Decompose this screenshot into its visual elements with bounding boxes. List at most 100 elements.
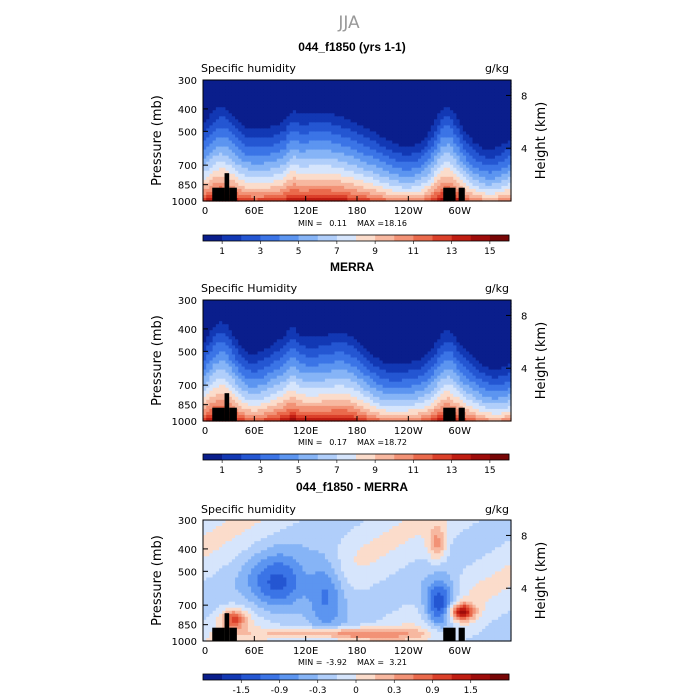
contour-cell bbox=[286, 152, 291, 157]
contour-cell bbox=[475, 146, 480, 151]
contour-cell bbox=[501, 173, 506, 178]
contour-cell bbox=[373, 179, 377, 184]
contour-cell bbox=[267, 411, 271, 416]
contour-cell bbox=[267, 86, 271, 90]
contour-cell bbox=[267, 170, 271, 175]
contour-cell bbox=[328, 197, 332, 202]
contour-cell bbox=[308, 92, 313, 96]
contour-cell bbox=[280, 342, 284, 346]
contour-cell bbox=[350, 92, 355, 96]
contour-cell bbox=[286, 369, 291, 374]
contour-cell bbox=[273, 86, 278, 90]
contour-cell bbox=[440, 137, 445, 142]
contour-cell bbox=[376, 119, 381, 123]
contour-cell bbox=[357, 113, 361, 117]
contour-cell bbox=[251, 194, 255, 199]
contour-cell bbox=[421, 116, 425, 120]
contour-cell bbox=[379, 92, 384, 96]
contour-cell bbox=[453, 137, 458, 142]
contour-cell bbox=[276, 354, 281, 359]
contour-cell bbox=[286, 375, 291, 380]
contour-cell bbox=[203, 312, 207, 316]
contour-cell bbox=[203, 149, 207, 154]
contour-cell bbox=[456, 134, 461, 139]
contour-cell bbox=[280, 92, 284, 96]
contour-cell bbox=[440, 122, 445, 126]
contour-cell bbox=[392, 188, 397, 193]
contour-cell bbox=[305, 83, 310, 87]
contour-cell bbox=[494, 140, 499, 145]
contour-cell bbox=[353, 152, 358, 157]
contour-cell bbox=[247, 399, 252, 404]
contour-cell bbox=[235, 360, 239, 365]
contour-cell bbox=[219, 369, 223, 374]
contour-cell bbox=[472, 89, 477, 93]
contour-cell bbox=[228, 312, 233, 316]
contour-cell bbox=[283, 197, 288, 202]
contour-cell bbox=[305, 161, 310, 166]
contour-cell bbox=[340, 83, 345, 87]
contour-cell bbox=[446, 146, 451, 151]
contour-cell bbox=[238, 98, 243, 102]
contour-cell bbox=[222, 89, 227, 93]
contour-cell bbox=[235, 104, 239, 108]
contour-cell bbox=[238, 158, 243, 163]
contour-cell bbox=[312, 176, 316, 181]
contour-cell bbox=[235, 95, 239, 99]
contour-cell bbox=[334, 167, 339, 172]
contour-cell bbox=[494, 83, 499, 87]
contour-cell bbox=[340, 101, 345, 105]
contour-cell bbox=[469, 137, 474, 142]
contour-cell bbox=[276, 375, 281, 380]
contour-cell bbox=[235, 176, 239, 181]
contour-cell bbox=[276, 300, 281, 304]
contour-cell bbox=[401, 170, 406, 175]
contour-cell bbox=[405, 158, 409, 163]
contour-cell bbox=[254, 164, 259, 169]
contour-cell bbox=[203, 330, 207, 334]
contour-cell bbox=[273, 194, 278, 199]
contour-cell bbox=[369, 89, 374, 93]
contour-cell bbox=[379, 173, 384, 178]
contour-cell bbox=[424, 131, 429, 136]
contour-cell bbox=[414, 179, 419, 184]
contour-cell bbox=[267, 351, 271, 356]
contour-cell bbox=[276, 167, 281, 172]
contour-cell bbox=[225, 312, 230, 316]
contour-cell bbox=[424, 149, 429, 154]
contour-cell bbox=[283, 351, 288, 356]
contour-cell bbox=[203, 411, 207, 416]
contour-cell bbox=[491, 89, 496, 93]
contour-cell bbox=[443, 116, 448, 120]
contour-cell bbox=[296, 110, 300, 114]
contour-cell bbox=[263, 116, 268, 120]
contour-cell bbox=[296, 80, 300, 84]
contour-cell bbox=[228, 324, 233, 328]
contour-cell bbox=[405, 167, 409, 172]
contour-cell bbox=[254, 369, 259, 374]
contour-cell bbox=[225, 119, 230, 123]
contour-cell bbox=[340, 170, 345, 175]
contour-cell bbox=[305, 173, 310, 178]
contour-cell bbox=[421, 107, 425, 111]
contour-cell bbox=[469, 176, 474, 181]
contour-cell bbox=[424, 92, 429, 96]
contour-cell bbox=[373, 173, 377, 178]
contour-cell bbox=[376, 101, 381, 105]
contour-cell bbox=[206, 164, 211, 169]
contour-cell bbox=[273, 369, 278, 374]
contour-cell bbox=[398, 101, 403, 105]
contour-cell bbox=[273, 137, 278, 142]
contour-cell bbox=[434, 80, 438, 84]
contour-cell bbox=[478, 161, 483, 166]
contour-cell bbox=[308, 89, 313, 93]
contour-cell bbox=[450, 89, 454, 93]
contour-cell bbox=[212, 351, 217, 356]
contour-cell bbox=[498, 122, 502, 126]
contour-cell bbox=[276, 414, 281, 419]
contour-cell bbox=[244, 333, 249, 337]
contour-cell bbox=[206, 309, 211, 313]
contour-cell bbox=[308, 173, 313, 178]
contour-cell bbox=[456, 140, 461, 145]
contour-cell bbox=[222, 140, 227, 145]
